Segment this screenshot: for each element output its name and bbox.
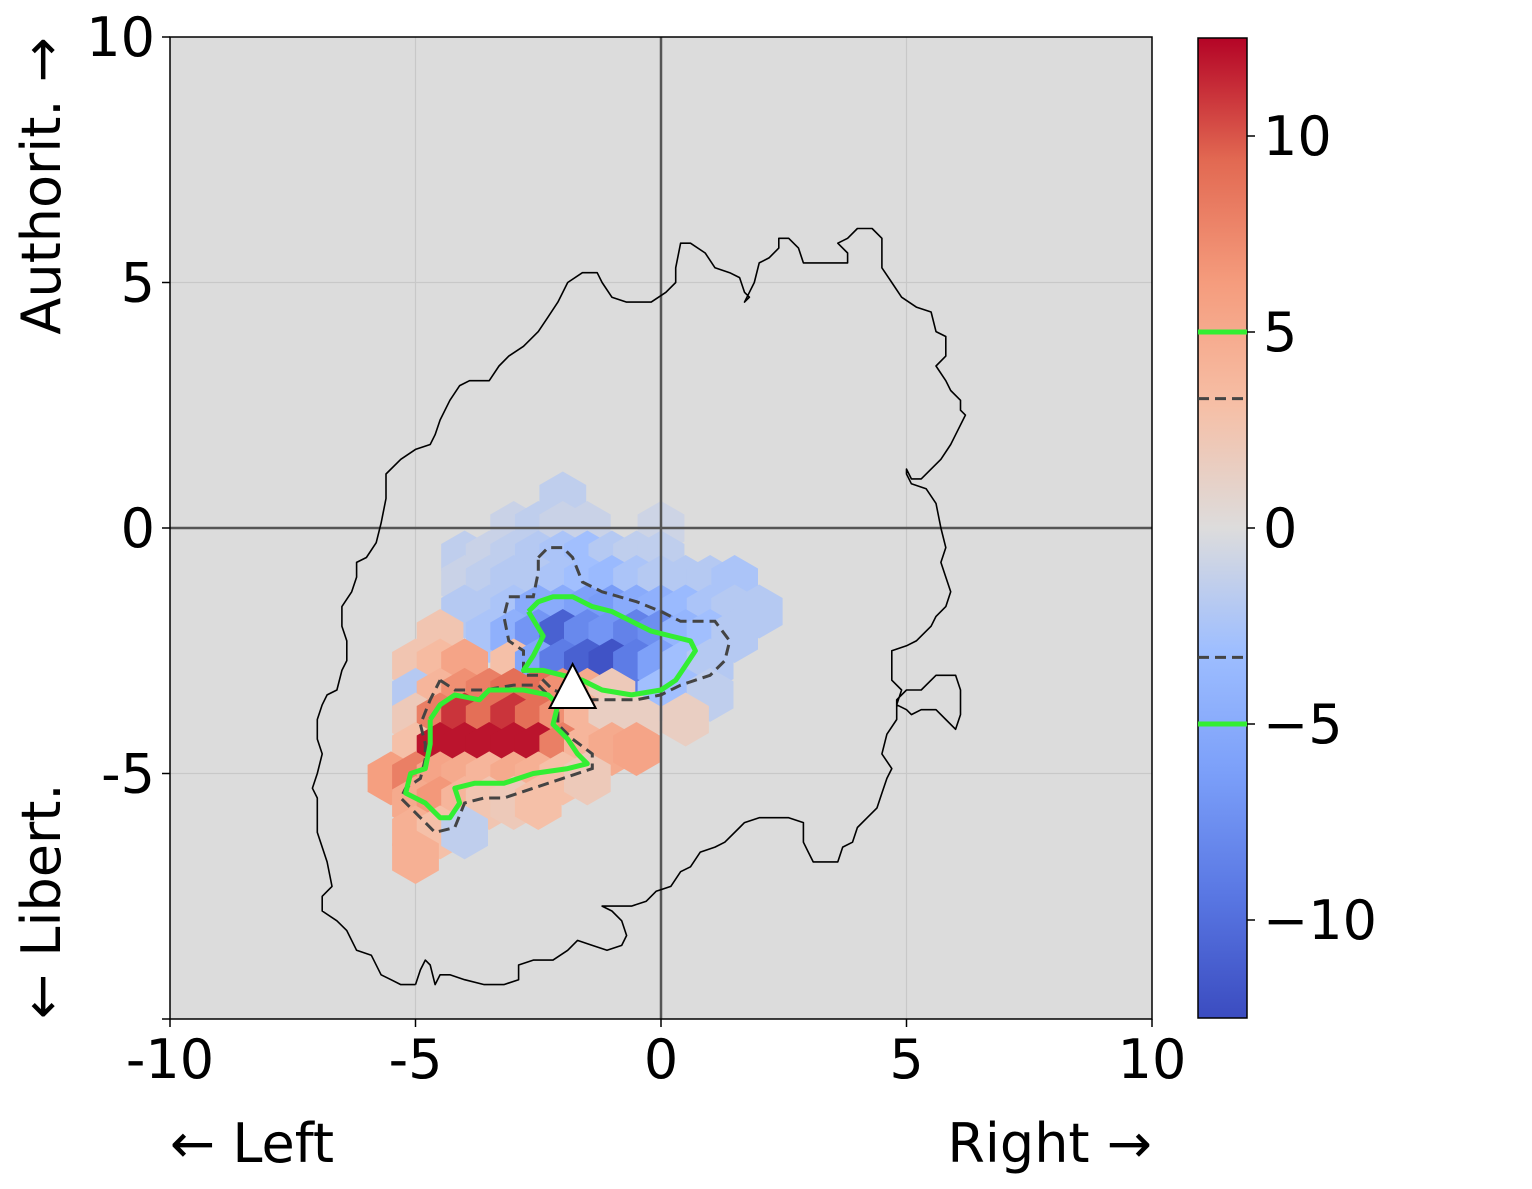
density-outline-contour [311,227,967,986]
y-tick-label: 5 [121,252,155,315]
colorbar-contour-marks [1198,329,1247,727]
hexbin [613,722,660,776]
colorbar-tick-label: −10 [1263,889,1377,952]
x-tick-label: -5 [389,1028,443,1091]
xlabel-left: ← Left [170,1112,334,1175]
y-tick-label: 10 [86,6,155,69]
zero-axes [170,37,1152,1019]
ylabel-top: Authorit. → [10,37,73,335]
x-tick-label: 0 [644,1028,678,1091]
colorbar-tick-label: 10 [1263,105,1332,168]
x-tick-label: 10 [1118,1028,1187,1091]
colorbar-tick-label: −5 [1263,693,1343,756]
hexbin [441,805,488,860]
colorbar-gradient [1197,37,1248,1019]
y-tick-label: 0 [121,497,155,560]
colorbar: 10 5 0 −5 −10 [1197,37,1377,1019]
contour-layer [311,227,967,986]
y-tick-label: -5 [101,743,155,806]
marker-layer [547,661,598,710]
colorbar-tick-label: 0 [1263,497,1297,560]
y-ticks: -5 0 5 10 [86,6,170,1020]
dashed-contour-negative [502,546,732,702]
x-tick-label: 5 [889,1028,923,1091]
colorbar-tick-label: 5 [1263,301,1297,364]
colorbar-ticks: 10 5 0 −5 −10 [1247,105,1377,952]
x-ticks: -10 -5 0 5 10 [126,1019,1186,1091]
hexbin [392,830,439,884]
xlabel-right: Right → [947,1112,1152,1175]
triangle-marker [547,661,598,710]
green-contour-negative [521,594,698,698]
ylabel-bottom: ← Libert. [10,783,73,1019]
hexbin [662,692,709,747]
hexbin-layer [367,471,783,884]
green-contour-positive [403,687,590,821]
x-tick-label: -10 [126,1028,214,1091]
